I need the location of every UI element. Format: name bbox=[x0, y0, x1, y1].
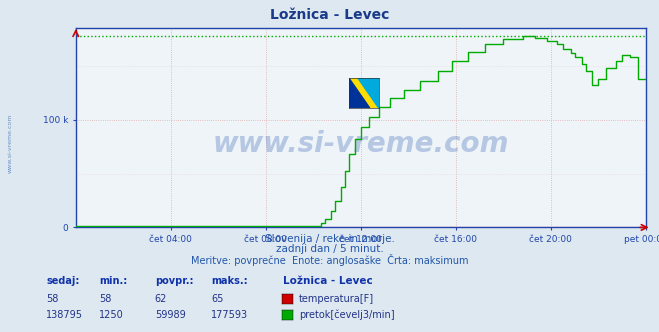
Text: Meritve: povprečne  Enote: anglosaške  Črta: maksimum: Meritve: povprečne Enote: anglosaške Črt… bbox=[190, 254, 469, 266]
Text: Slovenija / reke in morje.: Slovenija / reke in morje. bbox=[264, 234, 395, 244]
Text: 58: 58 bbox=[99, 294, 111, 304]
Text: www.si-vreme.com: www.si-vreme.com bbox=[213, 130, 509, 158]
Text: www.si-vreme.com: www.si-vreme.com bbox=[8, 113, 13, 173]
Polygon shape bbox=[349, 78, 370, 108]
Polygon shape bbox=[358, 78, 378, 108]
Text: 62: 62 bbox=[155, 294, 167, 304]
Text: Ložnica - Levec: Ložnica - Levec bbox=[270, 8, 389, 22]
Text: zadnji dan / 5 minut.: zadnji dan / 5 minut. bbox=[275, 244, 384, 254]
Text: sedaj:: sedaj: bbox=[46, 276, 80, 286]
Text: 1250: 1250 bbox=[99, 310, 124, 320]
Text: 177593: 177593 bbox=[211, 310, 248, 320]
Text: min.:: min.: bbox=[99, 276, 127, 286]
Text: Ložnica - Levec: Ložnica - Levec bbox=[283, 276, 373, 286]
Text: 65: 65 bbox=[211, 294, 223, 304]
Text: povpr.:: povpr.: bbox=[155, 276, 193, 286]
Text: pretok[čevelj3/min]: pretok[čevelj3/min] bbox=[299, 309, 395, 320]
Text: 138795: 138795 bbox=[46, 310, 83, 320]
Text: maks.:: maks.: bbox=[211, 276, 248, 286]
Text: 59989: 59989 bbox=[155, 310, 186, 320]
Text: temperatura[F]: temperatura[F] bbox=[299, 294, 374, 304]
Text: 58: 58 bbox=[46, 294, 59, 304]
